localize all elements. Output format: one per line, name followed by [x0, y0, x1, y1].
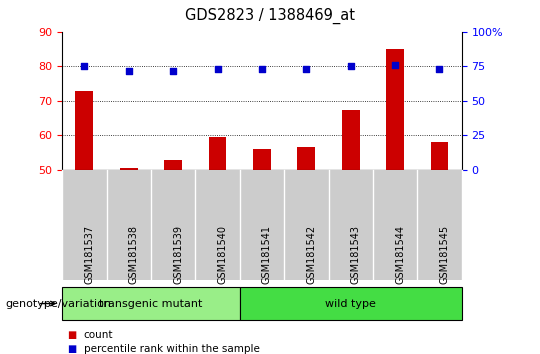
Bar — [253, 149, 271, 170]
Bar — [164, 160, 182, 170]
Point — [213, 66, 222, 72]
Point — [302, 66, 310, 72]
Text: GSM181539: GSM181539 — [173, 225, 183, 284]
Text: count: count — [84, 330, 113, 339]
Text: GDS2823 / 1388469_at: GDS2823 / 1388469_at — [185, 8, 355, 24]
Bar — [430, 142, 448, 170]
Text: GSM181542: GSM181542 — [306, 225, 316, 284]
Text: ■: ■ — [68, 330, 77, 339]
Bar — [386, 49, 404, 170]
Bar — [208, 137, 226, 170]
Point — [258, 66, 266, 72]
Bar — [76, 91, 93, 170]
Text: GSM181543: GSM181543 — [350, 225, 361, 284]
Text: GSM181537: GSM181537 — [84, 225, 94, 284]
Point — [169, 68, 178, 73]
Text: genotype/variation: genotype/variation — [5, 298, 111, 309]
Text: ■: ■ — [68, 344, 77, 354]
Point — [80, 64, 89, 69]
Text: GSM181545: GSM181545 — [440, 225, 449, 284]
Bar — [120, 168, 138, 170]
Point — [435, 66, 444, 72]
Point — [391, 62, 400, 68]
Text: transgenic mutant: transgenic mutant — [99, 298, 202, 309]
Bar — [298, 148, 315, 170]
Text: GSM181538: GSM181538 — [129, 225, 139, 284]
Text: GSM181544: GSM181544 — [395, 225, 405, 284]
Point — [124, 68, 133, 73]
Text: wild type: wild type — [325, 298, 376, 309]
Bar — [342, 109, 360, 170]
Text: GSM181540: GSM181540 — [218, 225, 227, 284]
Point — [346, 64, 355, 69]
Text: percentile rank within the sample: percentile rank within the sample — [84, 344, 260, 354]
Text: GSM181541: GSM181541 — [262, 225, 272, 284]
